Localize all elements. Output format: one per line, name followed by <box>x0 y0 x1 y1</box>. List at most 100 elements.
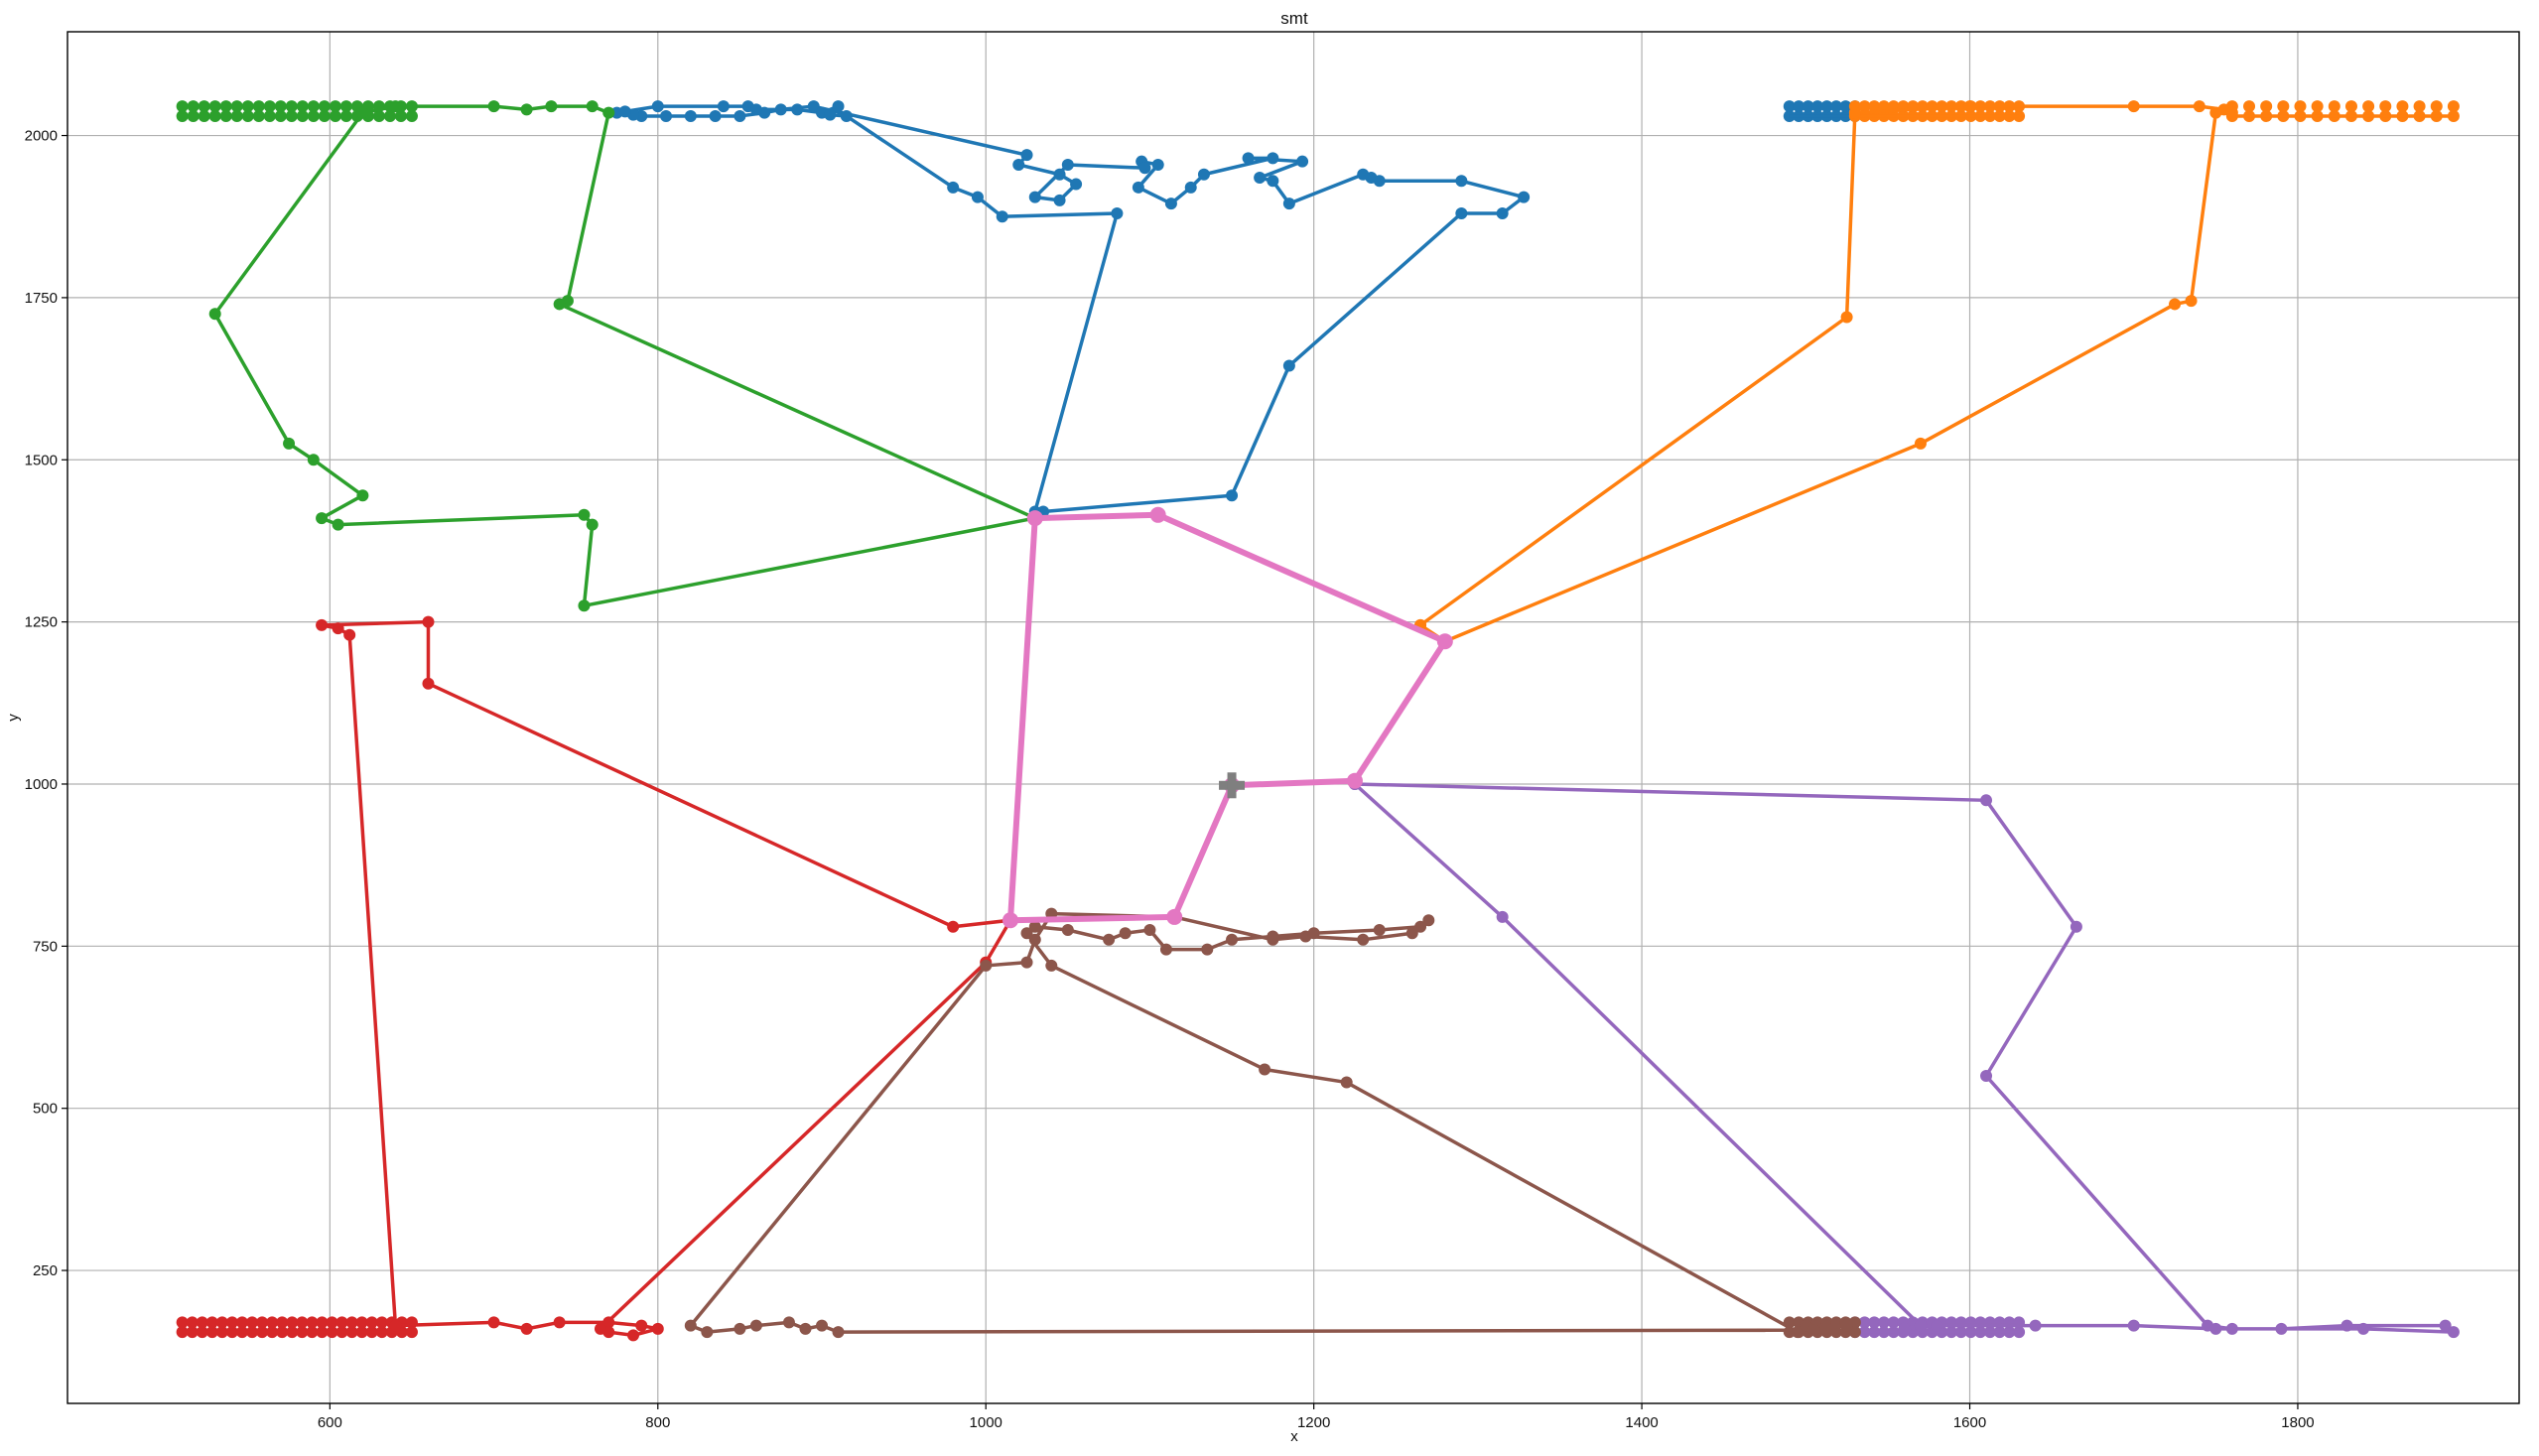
series-point <box>734 1322 746 1335</box>
series-point <box>307 454 320 466</box>
series-point <box>1020 927 1033 940</box>
series-point <box>520 103 533 116</box>
cluster-point <box>2294 100 2307 113</box>
series-point <box>1518 191 1531 203</box>
series-point <box>1455 206 1468 219</box>
series-5 <box>684 907 1853 1339</box>
series-point <box>684 1319 697 1332</box>
series-layer <box>176 100 2460 1342</box>
grid <box>67 32 2519 1403</box>
series-point <box>717 100 730 113</box>
series-point <box>208 308 221 321</box>
point-cluster <box>176 1316 418 1339</box>
series-point <box>2439 1319 2452 1332</box>
cluster-point <box>1858 1316 1871 1329</box>
series-point <box>832 1326 845 1339</box>
series-point <box>947 181 960 194</box>
series-point <box>389 1319 402 1332</box>
cluster-point <box>225 1316 238 1329</box>
series-point <box>2209 106 2222 119</box>
series-point <box>2209 1322 2222 1335</box>
cluster-point <box>246 1316 259 1329</box>
cluster-point <box>263 100 276 113</box>
cluster-point <box>2311 100 2324 113</box>
cluster-point <box>205 1316 218 1329</box>
cluster-point <box>2260 100 2273 113</box>
series-point <box>1898 1322 1911 1335</box>
series-point <box>651 100 664 113</box>
cluster-point <box>296 1316 309 1329</box>
series-point <box>2127 100 2140 113</box>
series-point <box>1197 168 1210 181</box>
cluster-point <box>2379 100 2392 113</box>
cluster-point <box>1811 100 1824 113</box>
cluster-point <box>286 1316 299 1329</box>
chart-title: smt <box>1280 9 1308 28</box>
series-point <box>1307 927 1320 940</box>
series-point <box>1496 910 1509 923</box>
cluster-point <box>316 1316 329 1329</box>
series-point <box>578 599 591 612</box>
series-point <box>545 100 558 113</box>
y-tick-label: 1250 <box>25 614 58 631</box>
series-point <box>1053 194 1066 206</box>
series-point <box>1149 506 1166 523</box>
series-point <box>651 1322 664 1335</box>
series-point <box>1496 206 1509 219</box>
cluster-point <box>196 1316 208 1329</box>
cluster-point <box>307 100 320 113</box>
series-point <box>840 109 853 122</box>
cluster-point <box>1858 100 1871 113</box>
series-point <box>635 1319 648 1332</box>
cluster-point <box>1887 1316 1900 1329</box>
series-point <box>1840 1319 1853 1332</box>
series-point <box>782 1316 795 1329</box>
cluster-point <box>285 100 298 113</box>
series-point <box>1373 923 1386 936</box>
series-point <box>1242 152 1255 165</box>
series-point <box>356 106 369 119</box>
cluster-point <box>345 1316 358 1329</box>
series-point <box>1980 1070 1993 1083</box>
series-point <box>1026 510 1043 527</box>
series-point <box>684 109 697 122</box>
y-tick-label: 2000 <box>25 128 58 145</box>
series-point <box>618 105 631 118</box>
cluster-point <box>2344 100 2357 113</box>
series-point <box>1159 943 1172 956</box>
cluster-point <box>2243 100 2256 113</box>
series-point <box>1138 162 1151 175</box>
cluster-point <box>241 100 254 113</box>
series-point <box>1028 191 1041 203</box>
series-point <box>1151 158 1164 171</box>
series-point <box>1111 206 1124 219</box>
series-point <box>520 1322 533 1335</box>
cluster-point <box>1793 100 1805 113</box>
series-point <box>1807 1324 1820 1337</box>
cluster-point <box>339 100 352 113</box>
series-point <box>1422 914 1435 927</box>
cluster-point <box>208 100 221 113</box>
cluster-point <box>306 1316 319 1329</box>
series-point <box>1980 794 1993 807</box>
series-4 <box>1348 777 2460 1339</box>
cluster-point <box>318 100 331 113</box>
series-point <box>586 518 599 531</box>
series-point <box>1028 920 1041 933</box>
cluster-point <box>296 100 309 113</box>
cluster-point <box>2277 100 2290 113</box>
series-point <box>1226 489 1239 502</box>
series-point <box>734 109 746 122</box>
x-tick-label: 1200 <box>1297 1414 1330 1431</box>
x-tick-label: 1400 <box>1625 1414 1658 1431</box>
cluster-point <box>256 1316 269 1329</box>
series-point <box>2225 106 2238 119</box>
series-point <box>602 106 615 119</box>
x-tick-label: 600 <box>318 1414 342 1431</box>
series-point <box>2185 295 2198 308</box>
series-point <box>1002 912 1018 929</box>
series-point <box>791 103 804 116</box>
series-point <box>1201 943 1214 956</box>
cluster-point <box>375 1316 388 1329</box>
y-tick-label: 1000 <box>25 776 58 793</box>
